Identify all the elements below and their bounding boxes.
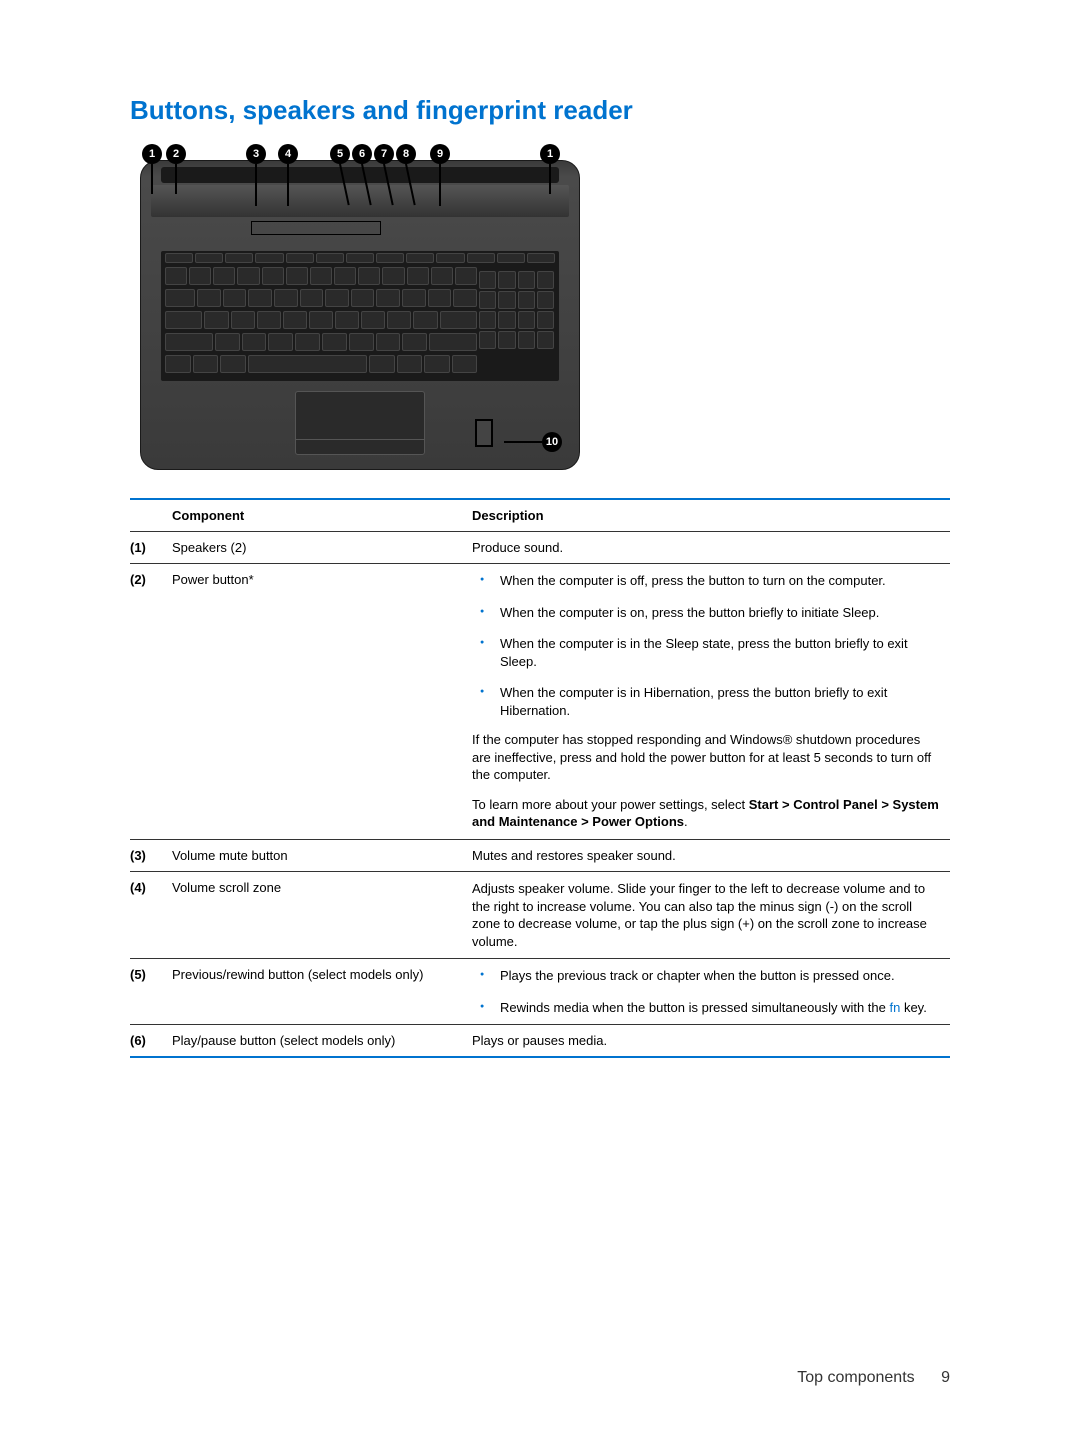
fingerprint-reader — [475, 419, 493, 447]
section-title: Buttons, speakers and fingerprint reader — [130, 95, 950, 126]
row-num: (1) — [130, 532, 172, 564]
th-blank — [130, 499, 172, 532]
media-panel-outline — [251, 221, 381, 235]
callout-badge-1-right: 1 — [540, 144, 560, 164]
bullet-list: Plays the previous track or chapter when… — [472, 967, 940, 1016]
bullet-item: Rewinds media when the button is pressed… — [472, 999, 940, 1017]
table-row: (4) Volume scroll zone Adjusts speaker v… — [130, 872, 950, 959]
row-description: Mutes and restores speaker sound. — [472, 840, 950, 872]
text-span: To learn more about your power settings,… — [472, 797, 749, 812]
row-description: Plays or pauses media. — [472, 1025, 950, 1058]
page-number: 9 — [941, 1369, 950, 1386]
laptop-topbar — [151, 185, 569, 217]
callout-badge-4: 4 — [278, 144, 298, 164]
laptop-body — [140, 160, 580, 470]
components-table: Component Description (1) Speakers (2) P… — [130, 498, 950, 1058]
table-row: (5) Previous/rewind button (select model… — [130, 959, 950, 1025]
row-num: (3) — [130, 840, 172, 872]
callout-line — [504, 441, 542, 443]
page-footer: Top components 9 — [797, 1369, 950, 1387]
laptop-hinge — [161, 167, 559, 183]
row-num: (4) — [130, 872, 172, 959]
row-description: When the computer is off, press the butt… — [472, 564, 950, 840]
row-num: (6) — [130, 1025, 172, 1058]
text-span: key. — [900, 1000, 927, 1015]
row-component: Play/pause button (select models only) — [172, 1025, 472, 1058]
callout-badge-6: 6 — [352, 144, 372, 164]
table-row: (3) Volume mute button Mutes and restore… — [130, 840, 950, 872]
bullet-item: When the computer is off, press the butt… — [472, 572, 940, 590]
laptop-diagram: 1 2 3 4 5 6 7 8 9 1 10 — [130, 144, 590, 484]
callout-badge-1: 1 — [142, 144, 162, 164]
fn-key-link: fn — [890, 1000, 901, 1015]
bullet-item: When the computer is in Hibernation, pre… — [472, 684, 940, 719]
bullet-list: When the computer is off, press the butt… — [472, 572, 940, 719]
callout-badge-10: 10 — [542, 432, 562, 452]
touchpad — [295, 391, 425, 455]
row-component: Volume mute button — [172, 840, 472, 872]
row-description: Produce sound. — [472, 532, 950, 564]
callout-badge-8: 8 — [396, 144, 416, 164]
row-description: Plays the previous track or chapter when… — [472, 959, 950, 1025]
callout-badge-2: 2 — [166, 144, 186, 164]
callout-badge-3: 3 — [246, 144, 266, 164]
row-component: Speakers (2) — [172, 532, 472, 564]
desc-paragraph: If the computer has stopped responding a… — [472, 731, 940, 784]
table-row: (2) Power button* When the computer is o… — [130, 564, 950, 840]
row-component: Volume scroll zone — [172, 872, 472, 959]
text-span: . — [684, 814, 688, 829]
row-component: Previous/rewind button (select models on… — [172, 959, 472, 1025]
footer-label: Top components — [797, 1369, 914, 1386]
callout-line — [287, 164, 289, 206]
callout-badge-7: 7 — [374, 144, 394, 164]
callout-line — [549, 164, 551, 194]
desc-paragraph: To learn more about your power settings,… — [472, 796, 940, 831]
bullet-item: Plays the previous track or chapter when… — [472, 967, 940, 985]
th-description: Description — [472, 499, 950, 532]
callout-line — [439, 164, 441, 206]
row-component: Power button* — [172, 564, 472, 840]
bullet-item: When the computer is on, press the butto… — [472, 604, 940, 622]
callout-badge-9: 9 — [430, 144, 450, 164]
table-row: (6) Play/pause button (select models onl… — [130, 1025, 950, 1058]
text-span: Rewinds media when the button is pressed… — [500, 1000, 890, 1015]
bullet-item: When the computer is in the Sleep state,… — [472, 635, 940, 670]
callout-line — [255, 164, 257, 206]
callout-line — [151, 164, 153, 194]
row-num: (5) — [130, 959, 172, 1025]
callout-badge-5: 5 — [330, 144, 350, 164]
table-row: (1) Speakers (2) Produce sound. — [130, 532, 950, 564]
row-description: Adjusts speaker volume. Slide your finge… — [472, 872, 950, 959]
row-num: (2) — [130, 564, 172, 840]
th-component: Component — [172, 499, 472, 532]
callout-line — [175, 164, 177, 194]
laptop-keyboard — [161, 251, 559, 381]
